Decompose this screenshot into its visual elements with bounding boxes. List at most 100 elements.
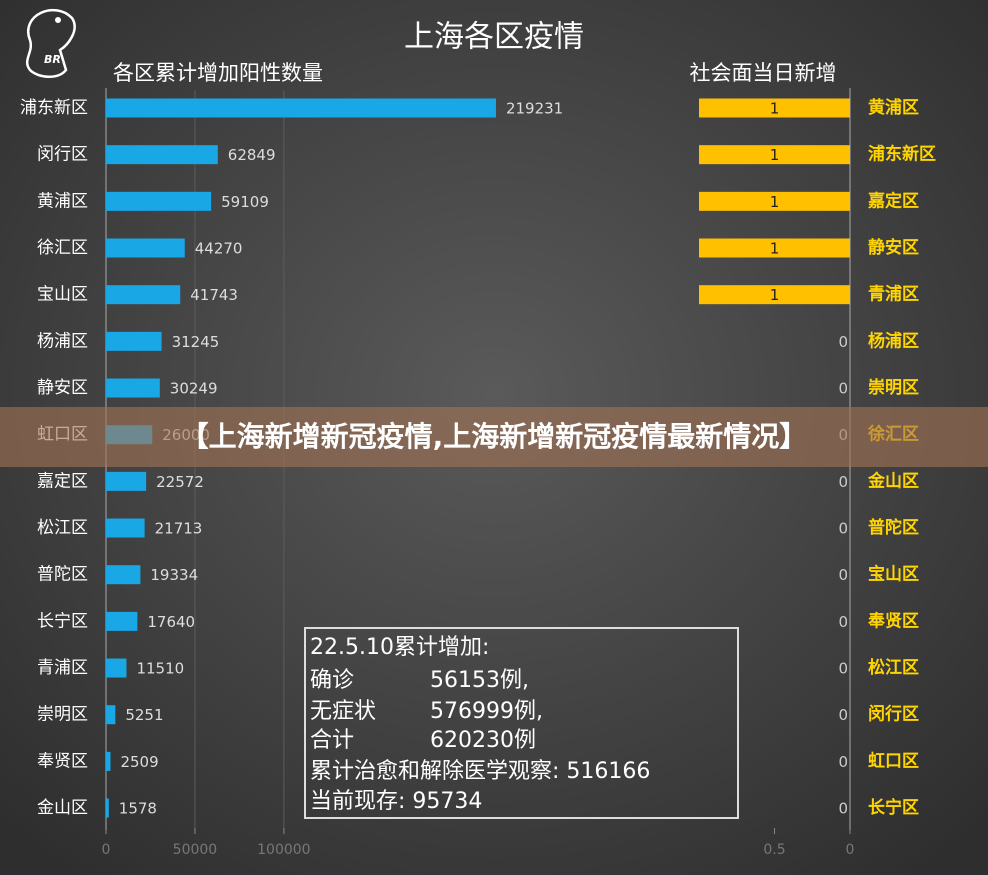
bar [106,98,496,118]
bar [106,705,116,725]
category-label: 奉贤区 [867,610,919,631]
category-label: 青浦区 [868,284,919,305]
category-label: 浦东新区 [868,144,936,165]
category-label: 松江区 [868,657,919,678]
bar [106,611,138,631]
info-text: 56153例, [430,668,529,693]
category-label: 宝山区 [868,564,919,585]
x-tick-label: 100000 [257,842,310,858]
x-tick-label: 0 [846,842,855,858]
category-label: 静安区 [868,237,919,258]
info-text: 无症状 [310,699,376,724]
value-label: 21713 [155,520,203,538]
value-label: 1 [770,286,780,304]
category-label: 金山区 [867,470,919,491]
value-label: 0 [838,753,848,771]
value-label: 31245 [172,333,220,351]
chart-title: 社会面当日新增 [690,61,837,85]
category-label: 金山区 [37,798,88,818]
bar [106,658,127,678]
category-label: 宝山区 [37,285,88,305]
bar [106,191,212,211]
bar [106,285,181,305]
x-tick-label: 0 [102,842,111,858]
bar [699,98,850,118]
bar [699,191,850,211]
info-text: 合计 [310,728,354,753]
banner: 【上海新增新冠疫情,上海新增新冠疫情最新情况】 [181,420,808,453]
category-label: 浦东新区 [20,98,88,118]
value-label: 2509 [120,753,158,771]
category-label: 杨浦区 [37,331,88,351]
value-label: 0 [838,333,848,351]
bar [106,518,145,538]
x-tick-label: 50000 [173,842,218,858]
category-label: 杨浦区 [868,330,919,351]
category-label: 嘉定区 [37,471,88,491]
category-label: 虹口区 [868,751,919,771]
category-label: 崇明区 [37,705,88,725]
category-label: 普陀区 [37,565,88,585]
value-label: 1578 [119,800,157,818]
x-tick-label: 0.5 [763,842,785,858]
bar [699,238,850,258]
info-text: 当前现存: 95734 [310,789,482,814]
category-label: 青浦区 [37,658,88,678]
value-label: 22572 [156,473,204,491]
logo: BR [25,8,76,78]
value-label: 0 [838,660,848,678]
page-title: 上海各区疫情 [404,20,584,55]
value-label: 0 [838,706,848,724]
info-text: 22.5.10累计增加: [310,635,489,660]
info-box [304,627,739,819]
value-label: 1 [770,193,780,211]
bar [106,798,109,818]
category-label: 闵行区 [37,145,88,165]
value-label: 11510 [136,660,184,678]
bar [106,238,185,258]
category-label: 松江区 [37,518,88,538]
category-label: 崇明区 [868,378,919,398]
value-label: 0 [838,520,848,538]
category-label: 普陀区 [868,517,919,538]
value-label: 0 [838,613,848,631]
value-label: 62849 [228,146,276,164]
value-label: 1 [770,100,780,118]
value-label: 59109 [221,193,269,211]
value-label: 41743 [190,286,238,304]
bar [106,751,111,771]
value-label: 1 [770,146,780,164]
category-label: 黄浦区 [37,191,88,211]
value-label: 1 [770,240,780,258]
banner-bg [0,407,988,467]
value-label: 0 [838,566,848,584]
category-label: 徐汇区 [37,238,88,258]
category-label: 奉贤区 [37,751,88,771]
bar [699,285,850,305]
bar [106,145,218,165]
bar [106,378,160,398]
info-text: 576999例, [430,699,543,724]
info-text: 620230例 [430,728,536,753]
logo-text: BR [44,53,61,66]
value-label: 0 [838,800,848,818]
bar [699,145,850,165]
value-label: 30249 [170,380,218,398]
category-label: 闵行区 [868,704,919,725]
bar [106,471,147,491]
value-label: 17640 [147,613,195,631]
bar [106,331,162,351]
value-label: 0 [838,380,848,398]
category-label: 长宁区 [868,797,919,818]
value-label: 5251 [125,706,163,724]
category-label: 静安区 [37,378,88,398]
info-text: 累计治愈和解除医学观察: 516166 [310,759,650,784]
bar [106,565,141,585]
category-label: 黄浦区 [868,97,919,118]
chart-title: 各区累计增加阳性数量 [113,61,323,85]
value-label: 219231 [506,100,563,118]
value-label: 0 [838,473,848,491]
value-label: 19334 [150,566,198,584]
value-label: 44270 [195,240,243,258]
